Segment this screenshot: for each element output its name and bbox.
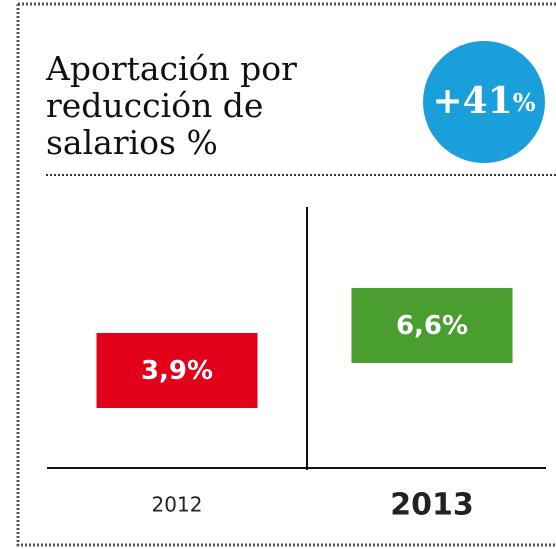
badge-unit: % <box>513 88 536 117</box>
badge-value: +41 <box>432 80 512 122</box>
chart-title-line: Aportación por <box>45 49 297 88</box>
data-label: 3,9% <box>141 356 213 386</box>
x-tick-label: 2012 <box>152 493 203 517</box>
bar <box>96 332 258 408</box>
x-tick-label: 2013 <box>390 488 474 523</box>
badge-text: +41% <box>432 80 535 122</box>
chart-title-line: salarios % <box>46 123 218 162</box>
badge-circle <box>423 41 545 163</box>
frame <box>16 2 556 547</box>
bar <box>351 287 513 363</box>
data-label: 6,6% <box>396 311 468 341</box>
chart-title-line: reducción de <box>46 86 263 125</box>
